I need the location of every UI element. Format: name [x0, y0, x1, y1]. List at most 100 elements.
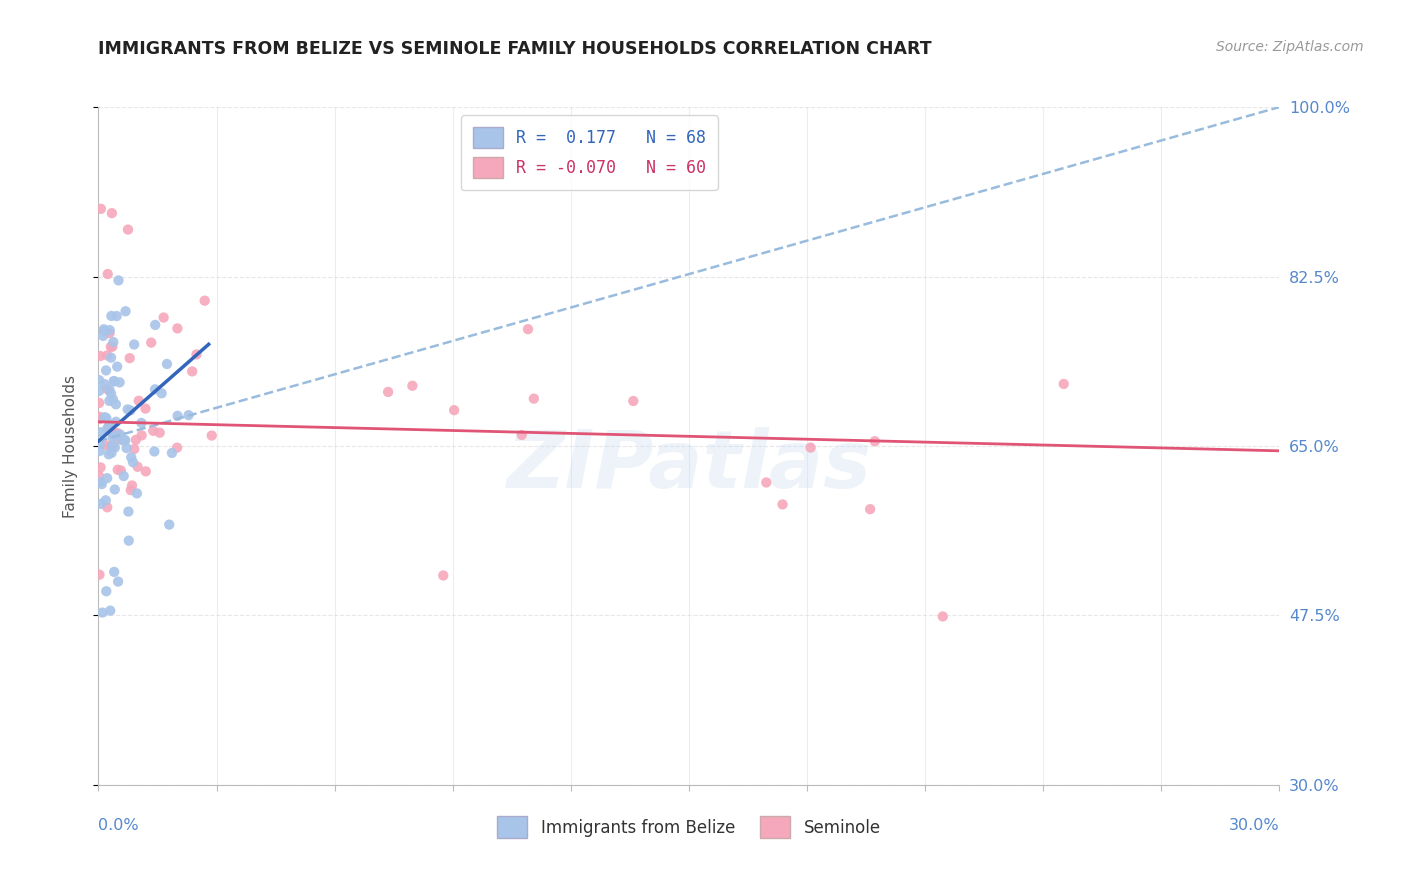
Point	[122, 337, 145, 351]
Point	[89, 437, 111, 451]
Point	[90, 202, 112, 216]
Point	[143, 382, 166, 396]
Point	[134, 401, 156, 416]
Point	[377, 384, 399, 399]
Point	[160, 446, 183, 460]
Point	[108, 427, 131, 442]
Point	[108, 433, 131, 447]
Point	[96, 348, 118, 362]
Point	[98, 326, 121, 340]
Point	[101, 392, 124, 406]
Point	[94, 410, 117, 425]
Point	[89, 349, 111, 363]
Point	[194, 293, 217, 308]
Point	[166, 321, 188, 335]
Legend: Immigrants from Belize, Seminole: Immigrants from Belize, Seminole	[491, 810, 887, 845]
Point	[103, 565, 125, 579]
Point	[517, 322, 540, 336]
Text: IMMIGRANTS FROM BELIZE VS SEMINOLE FAMILY HOUSEHOLDS CORRELATION CHART: IMMIGRANTS FROM BELIZE VS SEMINOLE FAMIL…	[98, 40, 932, 58]
Point	[115, 441, 138, 455]
Point	[107, 574, 129, 589]
Point	[96, 411, 118, 425]
Point	[98, 393, 121, 408]
Point	[125, 486, 148, 500]
Point	[124, 442, 146, 456]
Point	[523, 392, 546, 406]
Point	[152, 310, 174, 325]
Point	[101, 206, 124, 220]
Point	[89, 425, 111, 440]
Point	[105, 359, 128, 374]
Point	[89, 475, 111, 490]
Point	[800, 441, 823, 455]
Text: 0.0%: 0.0%	[98, 818, 139, 832]
Point	[117, 402, 139, 417]
Point	[932, 609, 955, 624]
Point	[112, 469, 135, 483]
Point	[104, 397, 127, 411]
Point	[104, 441, 127, 455]
Point	[432, 568, 454, 582]
Point	[100, 340, 122, 354]
Point	[131, 416, 153, 430]
Point	[100, 351, 122, 365]
Point	[89, 384, 111, 398]
Point	[93, 324, 115, 338]
Point	[157, 517, 180, 532]
Point	[166, 409, 188, 423]
Point	[772, 498, 794, 512]
Point	[91, 329, 114, 343]
Point	[859, 502, 882, 516]
Point	[621, 394, 644, 409]
Point	[143, 318, 166, 332]
Point	[1053, 376, 1076, 391]
Point	[131, 428, 153, 442]
Point	[127, 459, 149, 474]
Point	[89, 409, 111, 424]
Point	[121, 478, 143, 492]
Point	[97, 267, 120, 281]
Point	[96, 382, 118, 396]
Point	[94, 493, 117, 508]
Point	[100, 440, 122, 454]
Point	[98, 323, 121, 337]
Point	[104, 428, 127, 442]
Point	[90, 477, 112, 491]
Point	[91, 606, 114, 620]
Point	[118, 351, 141, 366]
Point	[96, 471, 118, 485]
Point	[100, 309, 122, 323]
Point	[96, 421, 118, 435]
Point	[181, 364, 204, 378]
Point	[149, 425, 172, 440]
Point	[111, 433, 134, 447]
Point	[89, 396, 111, 410]
Point	[107, 463, 129, 477]
Point	[89, 373, 111, 387]
Point	[101, 430, 124, 444]
Point	[105, 309, 128, 323]
Point	[90, 460, 112, 475]
Point	[101, 340, 124, 354]
Point	[122, 455, 145, 469]
Point	[114, 434, 136, 448]
Point	[863, 434, 886, 449]
Point	[143, 444, 166, 458]
Point	[120, 483, 142, 497]
Point	[401, 378, 423, 392]
Point	[141, 335, 163, 350]
Point	[201, 428, 224, 442]
Point	[100, 446, 122, 460]
Point	[104, 483, 127, 497]
Point	[101, 438, 124, 452]
Point	[98, 604, 121, 618]
Point	[103, 374, 125, 388]
Point	[186, 347, 208, 361]
Point	[97, 420, 120, 434]
Point	[118, 533, 141, 548]
Point	[89, 412, 111, 426]
Point	[108, 376, 131, 390]
Y-axis label: Family Households: Family Households	[63, 375, 77, 517]
Point	[101, 427, 124, 442]
Text: 30.0%: 30.0%	[1229, 818, 1279, 832]
